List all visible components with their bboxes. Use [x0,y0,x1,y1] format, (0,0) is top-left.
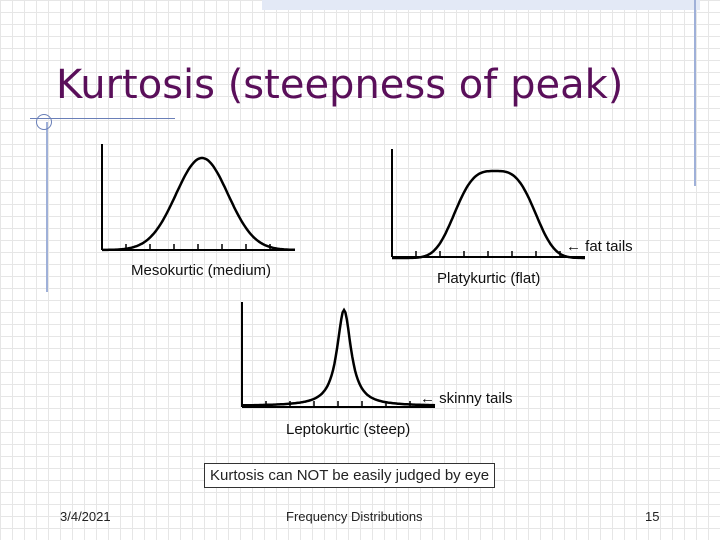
footer-date: 3/4/2021 [60,509,111,524]
leptokurtic-label: Leptokurtic (steep) [286,421,411,438]
fat-tails-label: ← fat tails [566,238,633,255]
footer-topic: Frequency Distributions [286,509,423,524]
corner-circle-icon [36,114,52,130]
leptokurtic-plot [241,302,436,408]
skinny-tails-label: ← skinny tails [420,390,513,407]
platykurtic-plot [391,149,585,260]
left-accent-line [46,122,48,292]
kurtosis-note: Kurtosis can NOT be easily judged by eye [204,463,496,488]
right-accent-line [694,0,696,186]
platykurtic-curve [392,169,585,260]
top-accent-bar [262,0,700,10]
mesokurtic-plot [101,144,295,252]
title-underline [30,118,175,119]
page-number: 15 [645,509,660,524]
platykurtic-label: Platykurtic (flat) [437,270,541,287]
leptokurtic-curve [242,307,436,407]
mesokurtic-curve [102,156,295,252]
mesokurtic-label: Mesokurtic (medium) [131,262,272,279]
slide-title: Kurtosis (steepness of peak) [56,62,624,108]
